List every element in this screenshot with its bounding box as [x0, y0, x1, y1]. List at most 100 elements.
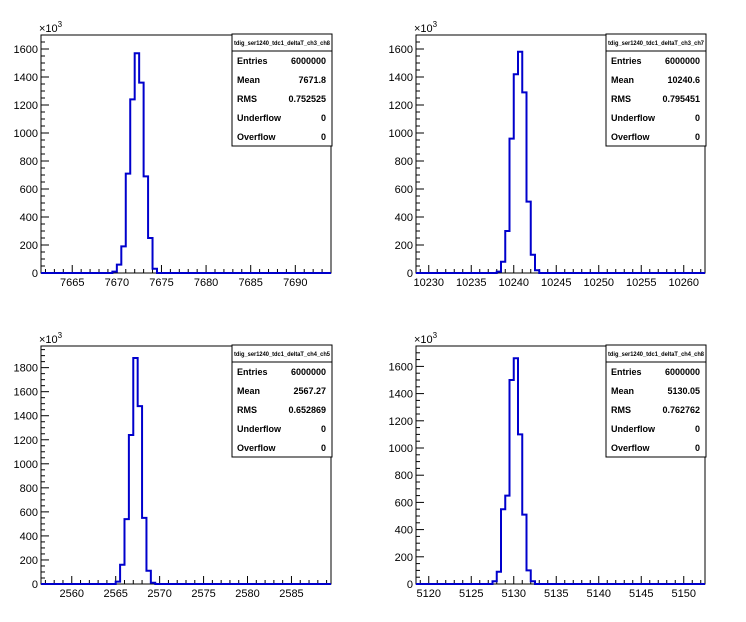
y-tick-label: 0 [32, 268, 38, 280]
stats-histogram-name: tdig_ser1240_tdc1_deltaT_ch3_ch7 [608, 41, 705, 47]
y-tick-label: 600 [20, 184, 38, 196]
histogram-bin [120, 565, 124, 584]
y-tick-label: 1000 [389, 443, 413, 455]
histogram-bin [130, 99, 134, 273]
stats-value-rms: 0.652869 [288, 405, 326, 415]
stats-label-rms: RMS [237, 405, 257, 415]
stats-value-overflow: 0 [321, 132, 326, 142]
y-tick-label: 400 [395, 212, 413, 224]
histogram-bin [139, 83, 143, 273]
histogram-bin [116, 582, 120, 584]
stats-label-overflow: Overflow [611, 443, 651, 453]
x-tick-label: 5145 [629, 588, 653, 600]
y-tick-label: 200 [395, 240, 413, 252]
stats-box: tdig_ser1240_tdc1_deltaT_ch3_ch8 Entries 6… [231, 33, 333, 147]
histogram-bin [497, 572, 501, 584]
histogram-panel-2: 10230 10235 10240 10245 10250 10255 10260 0 200 4… [389, 20, 707, 289]
stats-label-overflow: Overflow [237, 443, 277, 453]
y-tick-label: 1600 [14, 44, 38, 56]
histogram-bin [144, 176, 148, 273]
y-tick-label: 200 [395, 552, 413, 564]
histogram-bin [514, 358, 518, 584]
stats-label-mean: Mean [237, 386, 260, 396]
histogram-bin [126, 174, 130, 273]
stats-value-overflow: 0 [695, 132, 700, 142]
histogram-line [41, 52, 331, 274]
y-multiplier-label: ×103 [414, 331, 438, 346]
stats-label-entries: Entries [611, 56, 642, 66]
stats-value-mean: 10240.6 [667, 75, 700, 85]
x-tick-label: 2585 [279, 588, 303, 600]
histogram-bin [129, 435, 133, 584]
stats-label-rms: RMS [611, 405, 631, 415]
histogram-bin [527, 570, 531, 584]
histogram-bin [497, 272, 501, 273]
x-tick-label: 7685 [238, 277, 262, 289]
histogram-line [416, 50, 705, 274]
y-tick-label: 0 [407, 268, 413, 280]
y-multiplier-label: ×103 [39, 20, 63, 35]
y-tick-label: 0 [32, 579, 38, 591]
histogram-bin [510, 139, 514, 273]
y-tick-label: 600 [395, 184, 413, 196]
stats-value-rms: 0.762762 [662, 405, 700, 415]
histogram-bin [138, 406, 142, 584]
y-tick-label: 1400 [14, 72, 38, 84]
x-tick-label: 5135 [544, 588, 568, 600]
x-tick-label: 7675 [149, 277, 173, 289]
stats-histogram-name: tdig_ser1240_tdc1_deltaT_ch4_ch5 [234, 352, 331, 358]
y-multiplier-label: ×103 [414, 20, 438, 35]
histogram-bin [124, 519, 128, 584]
histogram-bin [133, 358, 137, 584]
histogram-bin [518, 52, 522, 273]
histogram-bin [501, 262, 505, 273]
stats-label-mean: Mean [237, 75, 260, 85]
x-tick-label: 10230 [413, 277, 444, 289]
x-tick-label: 10235 [456, 277, 487, 289]
histogram-bin [505, 496, 509, 584]
histogram-bin [142, 518, 146, 584]
x-tick-label: 5140 [587, 588, 611, 600]
histogram-bin [522, 515, 526, 584]
y-tick-label: 1000 [389, 128, 413, 140]
x-tick-label: 10245 [541, 277, 572, 289]
y-tick-label: 800 [20, 483, 38, 495]
y-tick-label: 1400 [389, 72, 413, 84]
y-tick-label: 800 [395, 470, 413, 482]
y-tick-label: 1200 [389, 416, 413, 428]
stats-value-rms: 0.752525 [288, 94, 326, 104]
histogram-bin [148, 238, 152, 273]
x-tick-label: 2560 [60, 588, 84, 600]
stats-label-entries: Entries [611, 367, 642, 377]
stats-box-frame [605, 344, 707, 458]
histogram-line [416, 357, 705, 585]
y-tick-label: 200 [20, 555, 38, 567]
histogram-bin [493, 581, 497, 584]
histogram-bin [121, 246, 125, 273]
histogram-panel-4: 5120 5125 5130 5135 5140 5145 5150 0 200 400 600 80… [389, 331, 707, 600]
histogram-bin [510, 380, 514, 584]
histogram-bin [112, 272, 116, 273]
stats-label-entries: Entries [237, 367, 268, 377]
stats-histogram-name: tdig_ser1240_tdc1_deltaT_ch3_ch8 [234, 41, 331, 47]
stats-value-overflow: 0 [695, 443, 700, 453]
stats-value-underflow: 0 [321, 113, 326, 123]
histogram-bin [501, 509, 505, 584]
histogram-bin [522, 92, 526, 273]
stats-label-underflow: Underflow [237, 424, 282, 434]
stats-box-frame [605, 33, 707, 147]
stats-value-underflow: 0 [695, 424, 700, 434]
x-tick-label: 2580 [235, 588, 259, 600]
histogram-line [41, 357, 331, 585]
x-tick-label: 5125 [459, 588, 483, 600]
stats-value-entries: 6000000 [665, 367, 700, 377]
stats-value-mean: 7671.8 [298, 75, 326, 85]
stats-value-entries: 6000000 [665, 56, 700, 66]
y-tick-label: 0 [407, 579, 413, 591]
stats-value-entries: 6000000 [291, 367, 326, 377]
histogram-bin [135, 53, 139, 273]
histogram-bin [535, 270, 539, 273]
y-tick-label: 400 [20, 212, 38, 224]
y-multiplier-label: ×103 [39, 331, 63, 346]
